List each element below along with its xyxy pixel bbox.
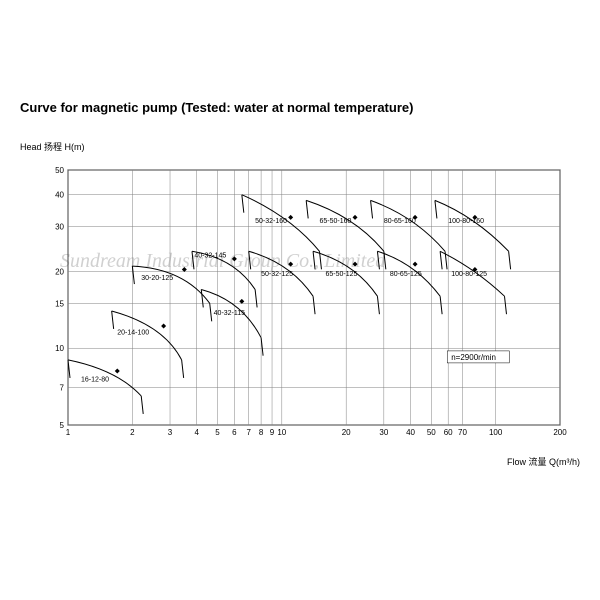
svg-text:40: 40 xyxy=(406,428,415,437)
svg-text:50: 50 xyxy=(55,166,64,175)
x-axis-label: Flow 流量 Q(m³/h) xyxy=(507,455,580,468)
svg-text:100-80-160: 100-80-160 xyxy=(448,218,484,225)
svg-text:8: 8 xyxy=(259,428,264,437)
pump-curve-chart: 5710152030405012345678910203040506070100… xyxy=(50,150,570,440)
svg-text:30: 30 xyxy=(379,428,388,437)
svg-text:20: 20 xyxy=(55,267,64,276)
svg-text:30-20-125: 30-20-125 xyxy=(141,275,173,282)
svg-text:50: 50 xyxy=(427,428,436,437)
svg-text:15: 15 xyxy=(55,299,64,308)
svg-text:2: 2 xyxy=(130,428,135,437)
svg-text:1: 1 xyxy=(66,428,71,437)
svg-text:50-32-125: 50-32-125 xyxy=(261,271,293,278)
svg-text:80-65-125: 80-65-125 xyxy=(390,271,422,278)
svg-text:10: 10 xyxy=(277,428,286,437)
svg-text:80-65-160: 80-65-160 xyxy=(384,218,416,225)
svg-text:7: 7 xyxy=(60,384,65,393)
svg-text:16-12-80: 16-12-80 xyxy=(81,377,109,384)
svg-text:60: 60 xyxy=(444,428,453,437)
svg-text:40-32-115: 40-32-115 xyxy=(214,310,246,317)
svg-text:7: 7 xyxy=(246,428,251,437)
svg-text:200: 200 xyxy=(553,428,567,437)
svg-text:40: 40 xyxy=(55,191,64,200)
svg-text:40-32-145: 40-32-145 xyxy=(194,252,226,259)
svg-text:6: 6 xyxy=(232,428,237,437)
svg-text:9: 9 xyxy=(270,428,275,437)
svg-text:n=2900r/min: n=2900r/min xyxy=(451,353,496,362)
svg-text:4: 4 xyxy=(195,428,200,437)
svg-text:3: 3 xyxy=(168,428,173,437)
svg-text:20-14-100: 20-14-100 xyxy=(117,330,149,337)
svg-text:100-80-125: 100-80-125 xyxy=(451,271,487,278)
svg-text:10: 10 xyxy=(55,344,64,353)
svg-text:100: 100 xyxy=(489,428,503,437)
svg-text:20: 20 xyxy=(342,428,351,437)
svg-text:5: 5 xyxy=(60,421,65,430)
svg-text:65-50-160: 65-50-160 xyxy=(319,218,351,225)
svg-text:65-50-125: 65-50-125 xyxy=(325,271,357,278)
svg-text:50-32-160: 50-32-160 xyxy=(255,218,287,225)
svg-text:5: 5 xyxy=(215,428,220,437)
svg-text:30: 30 xyxy=(55,223,64,232)
page-title: Curve for magnetic pump (Tested: water a… xyxy=(20,100,413,115)
svg-text:70: 70 xyxy=(458,428,467,437)
